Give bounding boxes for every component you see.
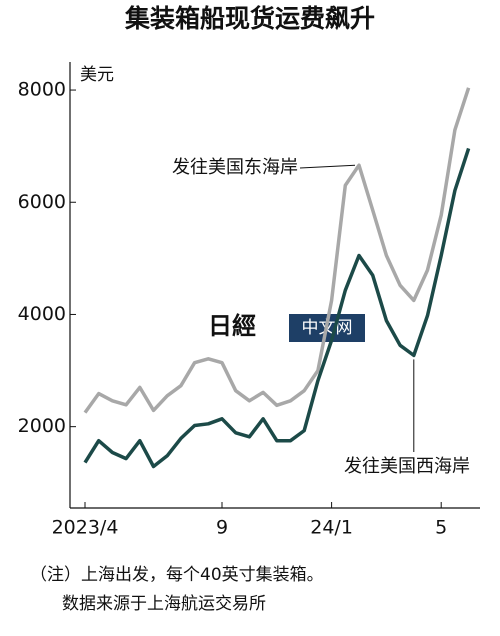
- watermark: 日經 中文网: [208, 312, 365, 342]
- legend-label: 发往美国东海岸: [172, 157, 298, 178]
- chart-title: 集装箱船现货运费飙升: [124, 4, 375, 33]
- y-tick-label: 2000: [18, 415, 66, 437]
- x-tick-label: 9: [216, 517, 228, 539]
- legend-label: 发往美国西海岸: [344, 456, 470, 477]
- y-tick-label: 4000: [18, 303, 66, 325]
- x-tick-label: 5: [435, 517, 447, 539]
- line: [83, 147, 471, 469]
- annotation-line: [299, 164, 356, 169]
- x-tick-label: 24/1: [310, 517, 353, 539]
- line: [83, 87, 471, 414]
- note: 数据来源于上海航运交易所: [62, 594, 266, 614]
- note: （注）上海出发，每个40英寸集装箱。: [30, 565, 324, 585]
- y-tick-label: 8000: [18, 79, 66, 101]
- watermark-logo: 日經: [208, 312, 256, 340]
- x-tick-label: 2023/4: [52, 517, 119, 539]
- y-tick-label: 6000: [18, 191, 66, 213]
- y-unit: 美元: [80, 65, 114, 85]
